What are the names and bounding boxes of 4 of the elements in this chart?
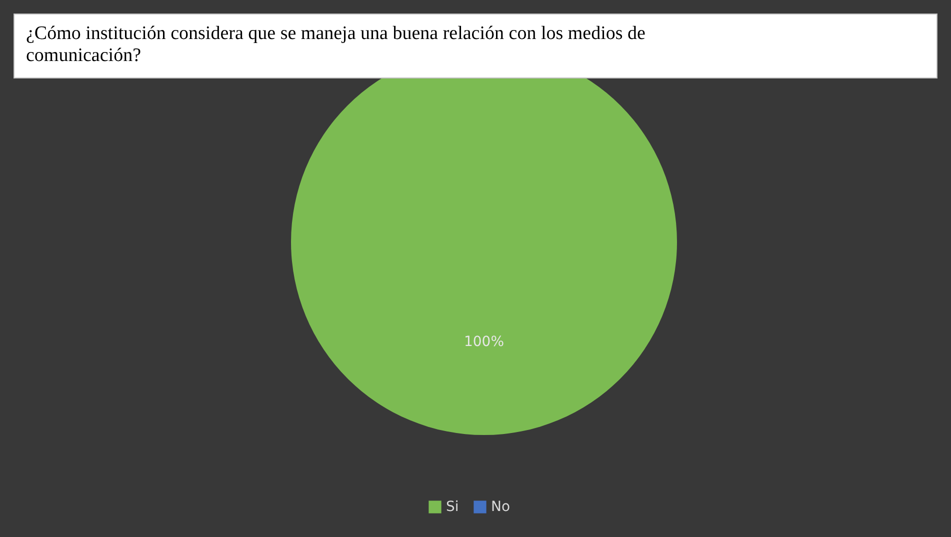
chart-title: ¿Cómo institución considera que se maneja una buena relación con los medios de comunicación? [26,23,646,66]
data-label: 100% [464,334,504,350]
legend-label: Si [446,499,459,515]
legend-label: No [491,499,510,515]
